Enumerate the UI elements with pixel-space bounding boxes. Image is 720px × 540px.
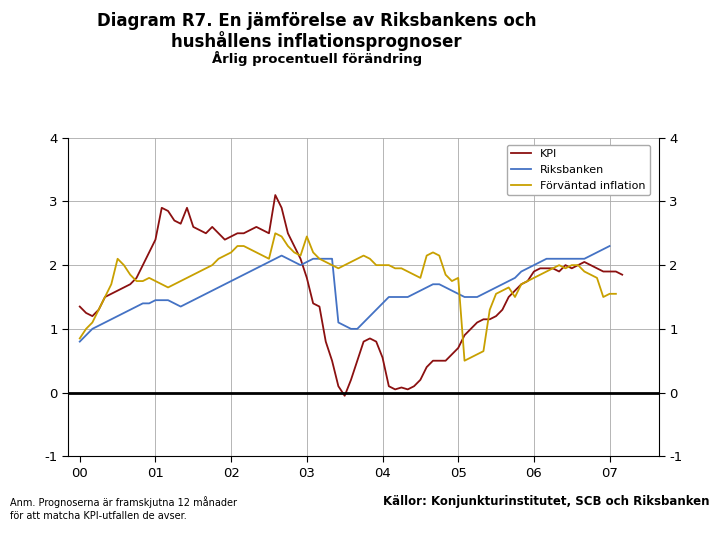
Text: Diagram R7. En jämförelse av Riksbankens och: Diagram R7. En jämförelse av Riksbankens…: [97, 12, 536, 30]
Text: SVERIGES
RIKSBANK: SVERIGES RIKSBANK: [645, 61, 685, 75]
Text: Anm. Prognoserna är framskjutna 12 månader
för att matcha KPI-utfallen de avser.: Anm. Prognoserna är framskjutna 12 månad…: [10, 496, 237, 521]
Text: Årlig procentuell förändring: Årlig procentuell förändring: [212, 51, 422, 66]
Text: ⚜: ⚜: [657, 25, 674, 44]
Legend: KPI, Riksbanken, Förväntad inflation: KPI, Riksbanken, Förväntad inflation: [507, 145, 650, 195]
Text: hushållens inflationsprognoser: hushållens inflationsprognoser: [171, 31, 462, 51]
Text: Källor: Konjunkturinstitutet, SCB och Riksbanken: Källor: Konjunkturinstitutet, SCB och Ri…: [383, 495, 709, 508]
